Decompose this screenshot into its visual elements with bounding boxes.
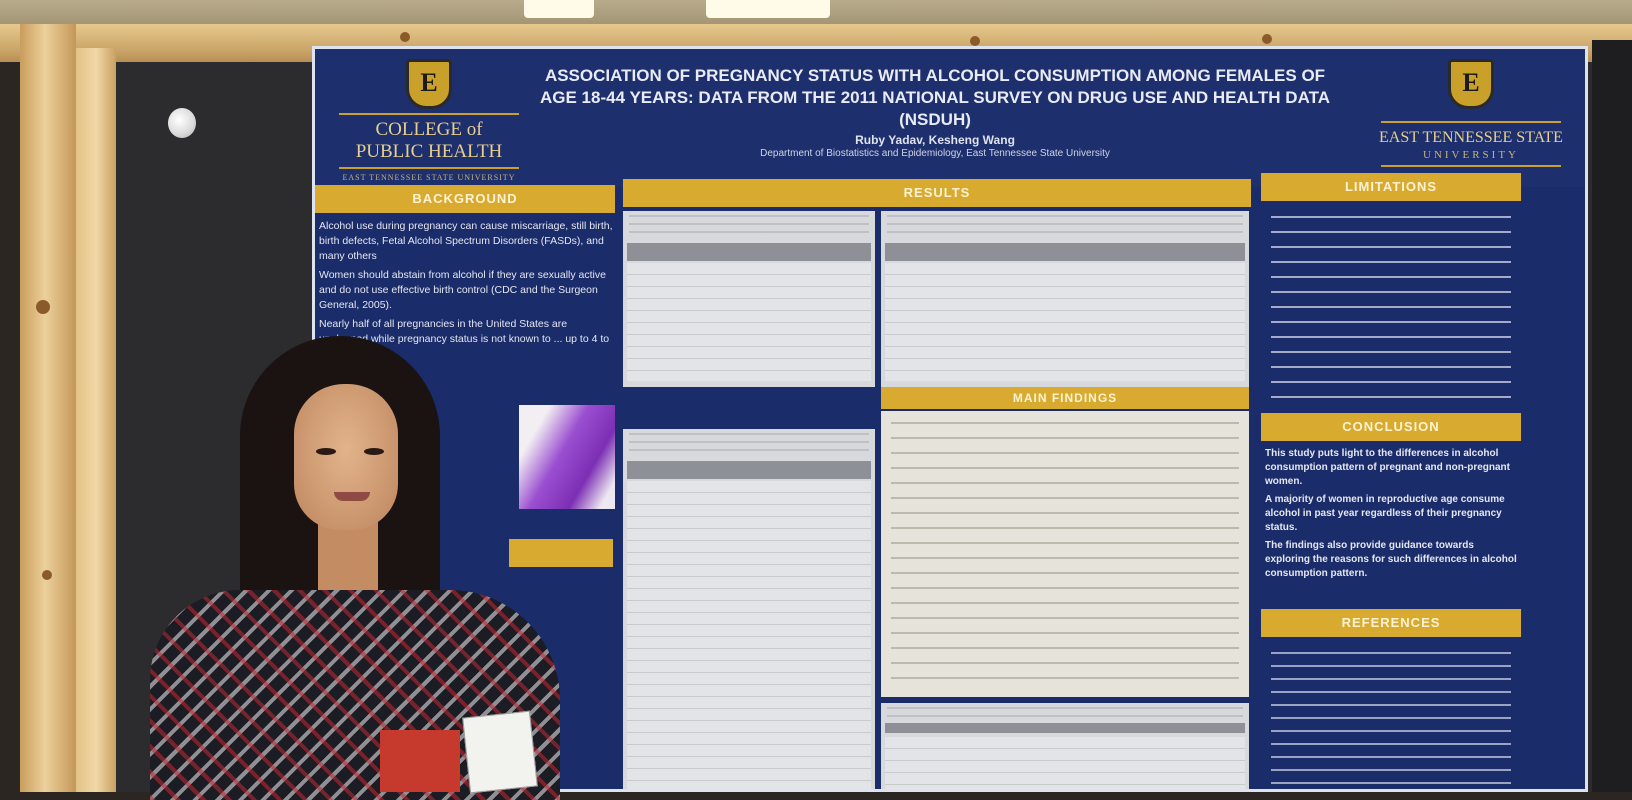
logo-subtext: UNIVERSITY: [1423, 149, 1519, 161]
conclusion-bullet: The findings also provide guidance towar…: [1265, 540, 1517, 579]
table-caption: [887, 215, 1243, 239]
board-edge: [1592, 40, 1632, 792]
section-heading-references: REFERENCES: [1261, 609, 1521, 637]
poster-authors: Ruby Yadav, Kesheng Wang: [855, 133, 1015, 147]
eye: [364, 448, 384, 455]
wood-knot: [970, 36, 980, 46]
references-text: [1261, 641, 1521, 789]
pregnant-woman-image: [519, 405, 615, 509]
section-heading: [509, 539, 613, 567]
neck: [318, 520, 378, 590]
conclusion-bullet: This study puts light to the differences…: [1265, 448, 1510, 487]
limitations-lines: [1271, 213, 1511, 401]
main-findings-panel: [881, 411, 1249, 697]
logo-subtext: EAST TENNESSEE STATE UNIVERSITY: [342, 173, 516, 182]
shield-icon: E: [406, 59, 452, 109]
logo-text: COLLEGE of: [375, 119, 483, 140]
poster-department: Department of Biostatistics and Epidemio…: [760, 148, 1110, 159]
poster-title: ASSOCIATION OF PREGNANCY STATUS WITH ALC…: [540, 66, 1330, 129]
wood-knot: [36, 300, 50, 314]
results-table: [881, 703, 1249, 789]
background-bullet: Nearly half of all pregnancies in the Un…: [319, 318, 610, 360]
table-caption: [629, 215, 869, 239]
eye: [316, 448, 336, 455]
wood-knot: [1262, 34, 1272, 44]
section-heading-main-findings: MAIN FINDINGS: [881, 387, 1249, 409]
logo-divider: [339, 113, 519, 115]
results-table: [623, 211, 875, 387]
ceiling-light: [706, 0, 830, 18]
poster-header: E COLLEGE of PUBLIC HEALTH EAST TENNESSE…: [315, 49, 1585, 187]
logo-text: PUBLIC HEALTH: [355, 141, 503, 162]
conclusion-bullet: A majority of women in reproductive age …: [1265, 494, 1505, 533]
results-table: [623, 429, 875, 789]
poster-title-block: ASSOCIATION OF PREGNANCY STATUS WITH ALC…: [535, 65, 1335, 159]
wooden-post: [20, 24, 76, 792]
table-caption: [629, 433, 869, 457]
table-header: [885, 723, 1245, 733]
table-header: [627, 461, 871, 479]
university-logo: E EAST TENNESSEE STATE UNIVERSITY: [1371, 59, 1571, 179]
logo-text: EAST TENNESSEE STATE: [1379, 129, 1563, 146]
table-body: [627, 263, 871, 381]
research-poster: E COLLEGE of PUBLIC HEALTH EAST TENNESSE…: [312, 46, 1588, 792]
college-logo: E COLLEGE of PUBLIC HEALTH EAST TENNESSE…: [329, 59, 529, 182]
table-header: [885, 243, 1245, 261]
section-heading-background: BACKGROUND: [315, 185, 615, 213]
red-top: [380, 730, 460, 792]
results-table: [881, 211, 1249, 387]
logo-divider: [1381, 165, 1561, 167]
logo-divider: [1381, 121, 1561, 123]
conclusion-text: This study puts light to the differences…: [1265, 447, 1521, 585]
logo-divider: [339, 167, 519, 169]
table-body: [885, 737, 1245, 789]
smile: [334, 492, 370, 501]
table-caption: [887, 707, 1243, 719]
findings-text: [891, 419, 1239, 689]
face: [294, 384, 398, 530]
wood-knot: [42, 570, 52, 580]
wooden-post: [76, 48, 116, 792]
ceiling-light: [524, 0, 594, 18]
pushpin: [168, 108, 196, 138]
section-heading-results: RESULTS: [623, 179, 1251, 207]
references-lines: [1271, 649, 1511, 787]
presenter-woman: [150, 330, 590, 800]
background-text: Alcohol use during pregnancy can cause m…: [319, 219, 615, 366]
limitations-text: [1261, 205, 1521, 409]
table-body: [627, 481, 871, 789]
shield-icon: E: [1448, 59, 1494, 109]
background-bullet: Women should abstain from alcohol if the…: [319, 269, 606, 311]
section-heading-conclusion: CONCLUSION: [1261, 413, 1521, 441]
table-body: [885, 263, 1245, 381]
table-header: [627, 243, 871, 261]
section-heading-limitations: LIMITATIONS: [1261, 173, 1521, 201]
name-badge: [462, 710, 538, 794]
background-bullet: Alcohol use during pregnancy can cause m…: [319, 220, 613, 262]
wood-knot: [400, 32, 410, 42]
